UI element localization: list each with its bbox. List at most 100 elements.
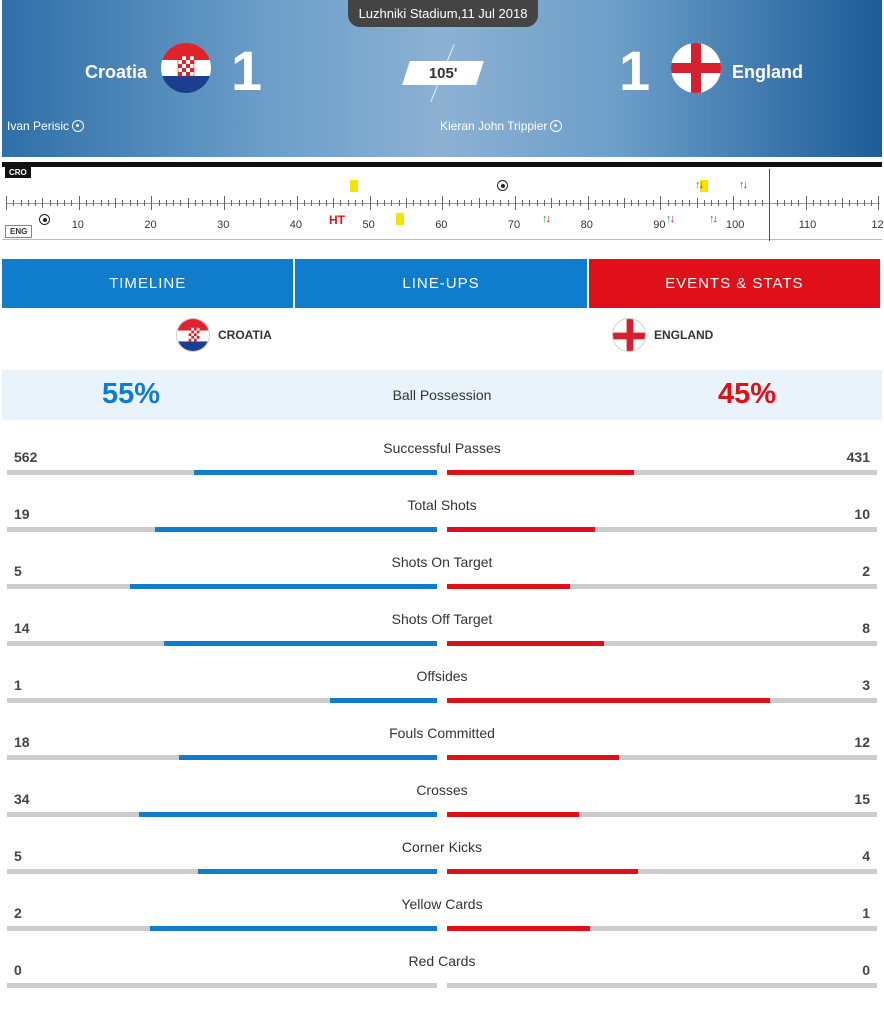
timeline-tick	[311, 200, 313, 206]
timeline-tick	[6, 196, 7, 210]
stat-home-value: 0	[14, 962, 22, 978]
timeline-tick	[64, 200, 66, 206]
timeline-tick	[296, 196, 298, 210]
england-flag-icon	[671, 43, 721, 93]
halftime-label: HT	[329, 213, 345, 227]
timeline-tick	[434, 200, 436, 206]
timeline-tick	[318, 200, 320, 206]
stat-label: Red Cards	[408, 953, 476, 969]
stat-away-value: 8	[862, 620, 870, 636]
timeline-tick	[783, 200, 785, 206]
stat-home-track	[7, 869, 437, 874]
timeline-tick	[471, 200, 473, 206]
substitution-icon[interactable]: ↑↓	[542, 213, 551, 225]
stat-row: Crosses 34 15	[0, 782, 884, 832]
stat-home-track	[7, 527, 437, 532]
stat-home-value: 5	[14, 848, 22, 864]
yellow-card-icon[interactable]	[700, 180, 708, 192]
timeline-tick	[689, 200, 691, 206]
timeline-tick-label: 12	[871, 219, 884, 231]
stat-away-track	[447, 584, 877, 589]
tab-line-ups[interactable]: LINE-UPS	[295, 259, 587, 308]
stat-away-track	[447, 869, 877, 874]
timeline-tick	[107, 200, 109, 206]
stat-away-bar	[447, 527, 596, 532]
timeline-tick	[631, 200, 633, 206]
timeline-tick	[616, 200, 618, 206]
timeline-tick	[333, 198, 335, 208]
timeline-tick-label: 50	[362, 219, 375, 231]
stat-away-value: 431	[846, 449, 870, 465]
substitution-icon[interactable]: ↑↓	[739, 179, 748, 191]
stat-label: Total Shots	[407, 497, 477, 513]
home-team-heading: CROATIA	[176, 318, 272, 352]
home-scorer-name: Ivan Perisic	[7, 119, 70, 133]
match-timeline-strip[interactable]: CRO ENG 10 20 30 40 50 60 70 80 90 100 110 12 HT ↑↓…	[2, 162, 884, 241]
timeline-tick	[347, 200, 349, 206]
away-team-label: ENGLAND	[654, 328, 714, 342]
substitution-icon[interactable]: ↑↓	[709, 213, 718, 225]
timeline-tick	[282, 200, 284, 206]
stat-away-track	[447, 527, 877, 532]
timeline-tick	[289, 200, 291, 206]
stat-away-track	[447, 641, 877, 646]
section-tabs: TIMELINE LINE-UPS EVENTS & STATS	[2, 259, 880, 308]
football-icon	[72, 120, 85, 132]
stat-home-track	[7, 755, 437, 760]
timeline-tick	[762, 200, 764, 206]
stat-home-bar	[163, 641, 437, 646]
substitution-icon[interactable]: ↑↓	[666, 213, 675, 225]
stat-home-value: 5	[14, 563, 22, 579]
timeline-tick	[645, 200, 647, 206]
goal-ball-icon[interactable]	[39, 214, 50, 225]
timeline-tick-label: 40	[289, 219, 303, 231]
timeline-tick	[274, 200, 276, 206]
away-team-name[interactable]: England	[732, 62, 803, 82]
stat-away-value: 3	[862, 677, 870, 693]
stat-away-bar	[447, 698, 770, 703]
timeline-tick	[805, 196, 807, 210]
timeline-tick	[725, 200, 727, 206]
timeline-tick	[13, 200, 15, 206]
stat-away-bar	[447, 812, 579, 817]
stat-label: Shots On Target	[391, 554, 493, 570]
tab-events-stats[interactable]: EVENTS & STATS	[588, 259, 880, 308]
stat-row: Fouls Committed 18 12	[0, 725, 884, 775]
stat-away-value: 1	[862, 905, 870, 921]
timeline-tick	[71, 200, 73, 206]
stat-home-value: 2	[14, 905, 22, 921]
timeline-tick	[362, 200, 364, 206]
timeline-tick	[674, 200, 676, 206]
timeline-tick	[180, 200, 182, 206]
timeline-tick	[849, 200, 851, 206]
timeline-tick	[602, 200, 604, 206]
tab-timeline[interactable]: TIMELINE	[2, 259, 294, 308]
timeline-tick	[522, 200, 524, 206]
timeline-tick	[827, 200, 829, 206]
yellow-card-icon[interactable]	[396, 213, 404, 225]
timeline-tick	[267, 200, 269, 206]
stat-away-value: 15	[854, 791, 870, 807]
stat-home-track	[7, 983, 437, 988]
timeline-tick	[609, 200, 611, 206]
yellow-card-icon[interactable]	[350, 180, 358, 192]
stat-row: Corner Kicks 5 4	[0, 839, 884, 889]
goal-ball-icon[interactable]	[497, 180, 508, 191]
timeline-tick	[543, 200, 545, 206]
stat-away-value: 2	[862, 563, 870, 579]
timeline-tick	[638, 200, 640, 206]
substitution-icon[interactable]: ↑↓	[695, 179, 704, 191]
home-team-name[interactable]: Croatia	[85, 62, 148, 82]
timeline-tick	[49, 200, 51, 206]
timeline-tick	[863, 200, 865, 206]
timeline-tick	[791, 200, 793, 206]
stat-away-value: 12	[854, 734, 870, 750]
timeline-tick	[93, 200, 95, 206]
stat-row: Successful Passes 562 431	[0, 440, 884, 490]
stat-row: Yellow Cards 2 1	[0, 896, 884, 946]
stat-away-track	[447, 470, 877, 475]
stat-home-bar	[138, 812, 437, 817]
stat-home-track	[7, 926, 437, 931]
timeline-tick-label: 10	[71, 219, 84, 231]
stat-away-bar	[447, 470, 634, 475]
